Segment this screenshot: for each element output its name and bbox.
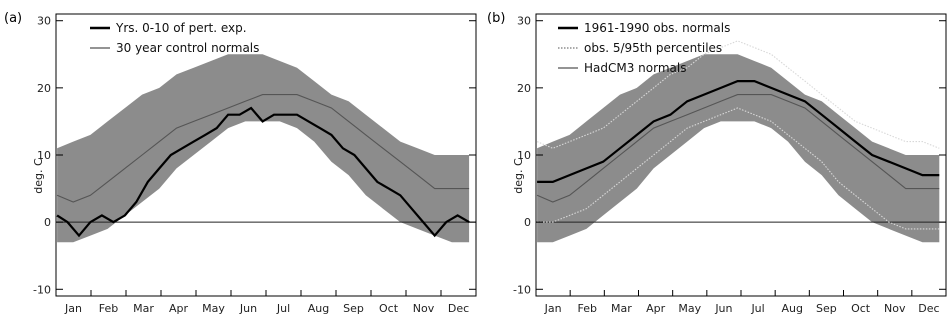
panel-b-xtick-label: Dec [918,302,939,315]
panel-a-label: (a) [4,11,22,26]
panel-b-ylabel: deg. C [512,158,525,194]
panel-a-legend-label: Yrs. 0-10 of pert. exp. [115,21,247,35]
panel-b-xtick-label: Jul [750,302,764,315]
panel-b-series-3 [536,94,940,203]
panel-a-xtick-label: May [202,302,225,315]
panel-a-xtick-label: Nov [413,302,435,315]
panel-b-series-2 [537,107,940,230]
panel-a-xtick-label: Feb [99,302,118,315]
panel-a-band [57,54,470,243]
panel-b-xtick-label: Jan [544,302,562,315]
panel-b-ytick-label: 0 [524,216,531,229]
panel-b-xtick-label: Nov [884,302,906,315]
panel-a-legend-label: 30 year control normals [116,41,259,55]
panel-a-xtick-label: Oct [379,302,399,315]
panel-b-xtick-label: Jun [714,302,732,315]
panel-b-plot: -10 0 10 20 30 Jan Feb Mar Apr May Jun Jul Aug Sep Oct… [513,13,947,315]
panel-a-xtick-label: Jul [276,302,290,315]
panel-a-ytick-label: 0 [44,216,51,229]
panel-b-ytick-label: 20 [517,82,531,95]
panel-a-xtick-label: Jun [239,302,257,315]
panel-b-label: (b) [487,11,505,26]
panel-a-xtick-label: Aug [308,302,329,315]
panel-b-ytick-label: -10 [513,283,531,296]
panel-b-ytick-label: 10 [517,149,531,162]
panel-b-xtick-label: Feb [578,302,597,315]
panel-b-band [537,54,940,243]
panel-a-series-0 [56,106,470,238]
panel-a-ytick-label: 10 [37,149,51,162]
panel-b-xtick-label: Mar [611,302,632,315]
panel-a-ytick-label: -10 [33,283,51,296]
panel-b-legend-label: obs. 5/95th percentiles [584,41,722,55]
panel-b-xtick-label: Aug [782,302,803,315]
panel-b-ytick-label: 30 [517,15,531,28]
panel-b-legend-label: 1961-1990 obs. normals [584,21,730,35]
panel-b-xtick-label: May [678,302,701,315]
panel-a-ytick-label: 30 [37,15,51,28]
panel-a-series-1 [56,94,470,203]
panel-a-xtick-label: Apr [169,302,189,315]
panel-b-series-0 [537,79,940,183]
panel-a-ytick-label: 20 [37,82,51,95]
panel-a: (a) deg. C -10 0 10 20 30 Jan Feb Mar Apr May Jun J… [4,11,477,315]
panel-a-ylabel: deg. C [32,158,45,194]
panel-b-xtick-label: Sep [816,302,837,315]
panel-a-plot: -10 0 10 20 30 Jan Feb Mar Apr May Jun Jul Aug Sep Oct… [33,13,477,315]
panel-a-xtick-label: Mar [133,302,154,315]
panel-b-xtick-label: Apr [646,302,666,315]
panel-a-xtick-label: Dec [448,302,469,315]
panel-b-xtick-label: Oct [851,302,871,315]
panel-b: (b) deg. C -10 0 10 20 30 Jan Feb Mar Apr May Jun J… [487,11,947,315]
panel-b-legend-label: HadCM3 normals [584,61,686,75]
panel-a-xtick-label: Jan [64,302,82,315]
panel-a-xtick-label: Sep [343,302,364,315]
